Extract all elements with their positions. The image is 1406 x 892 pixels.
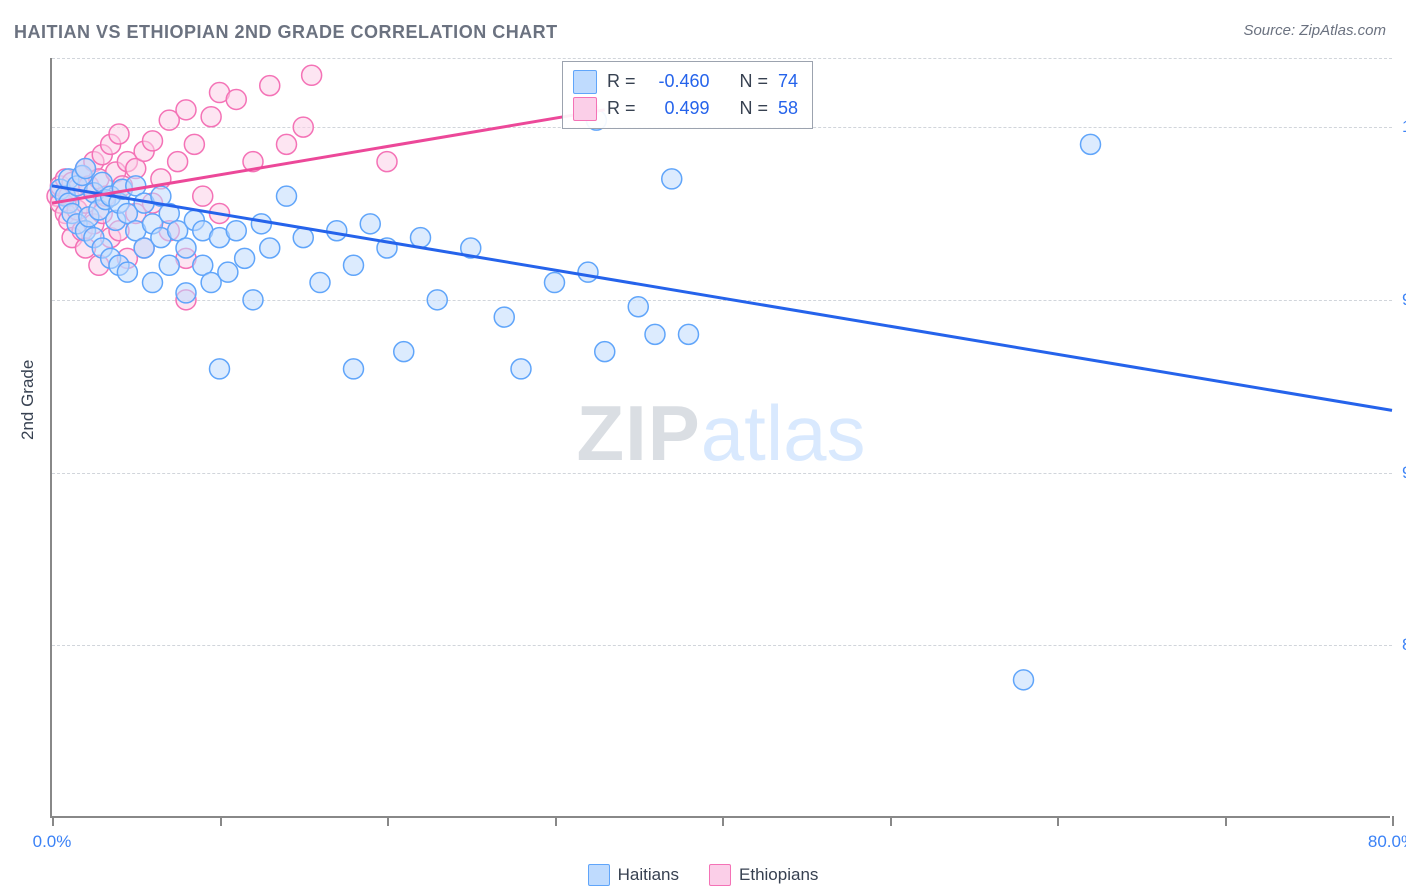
data-point-haitians [176, 238, 196, 258]
plot-area: 85.0%90.0%95.0%100.0% ZIPatlas R = -0.46… [50, 58, 1390, 818]
data-point-ethiopians [193, 186, 213, 206]
x-tick [722, 816, 724, 826]
data-point-haitians [595, 342, 615, 362]
data-point-haitians [117, 262, 137, 282]
data-point-haitians [427, 290, 447, 310]
data-point-haitians [143, 273, 163, 293]
data-point-ethiopians [143, 131, 163, 151]
legend-label-ethiopians: Ethiopians [739, 865, 818, 885]
n-label: N = [740, 68, 769, 95]
legend-label-haitians: Haitians [618, 865, 679, 885]
data-point-haitians [578, 262, 598, 282]
data-point-haitians [645, 324, 665, 344]
data-point-haitians [218, 262, 238, 282]
correlation-row-haitians: R = -0.460 N = 74 [573, 68, 798, 95]
data-point-haitians [235, 248, 255, 268]
n-label: N = [740, 95, 769, 122]
data-point-haitians [159, 255, 179, 275]
data-point-ethiopians [168, 152, 188, 172]
data-point-haitians [243, 290, 263, 310]
data-point-ethiopians [201, 107, 221, 127]
x-tick [890, 816, 892, 826]
correlation-legend-box: R = -0.460 N = 74 R = 0.499 N = 58 [562, 61, 813, 129]
n-value-ethiopians: 58 [778, 95, 798, 122]
data-point-ethiopians [260, 76, 280, 96]
data-point-haitians [1081, 134, 1101, 154]
x-tick-label: 80.0% [1368, 832, 1406, 852]
data-point-haitians [327, 221, 347, 241]
source-attribution: Source: ZipAtlas.com [1243, 22, 1386, 39]
r-label: R = [607, 68, 636, 95]
data-point-haitians [76, 159, 96, 179]
x-tick-label: 0.0% [33, 832, 72, 852]
swatch-ethiopians-icon [709, 864, 731, 886]
y-axis-label: 2nd Grade [18, 360, 38, 440]
r-value-ethiopians: 0.499 [646, 95, 710, 122]
x-tick [220, 816, 222, 826]
data-point-haitians [344, 255, 364, 275]
data-point-ethiopians [226, 89, 246, 109]
scatter-svg [52, 58, 1390, 816]
data-point-haitians [176, 283, 196, 303]
n-value-haitians: 74 [778, 68, 798, 95]
x-tick [1225, 816, 1227, 826]
data-point-haitians [210, 359, 230, 379]
chart-title: HAITIAN VS ETHIOPIAN 2ND GRADE CORRELATI… [14, 22, 558, 43]
legend-item-haitians: Haitians [588, 864, 679, 886]
data-point-haitians [679, 324, 699, 344]
data-point-ethiopians [293, 117, 313, 137]
swatch-haitians-icon [573, 70, 597, 94]
data-point-haitians [344, 359, 364, 379]
y-tick-label: 85.0% [1392, 635, 1406, 655]
y-tick-label: 90.0% [1392, 463, 1406, 483]
data-point-haitians [411, 228, 431, 248]
r-label: R = [607, 95, 636, 122]
data-point-ethiopians [184, 134, 204, 154]
x-tick [1392, 816, 1394, 826]
data-point-haitians [511, 359, 531, 379]
data-point-haitians [394, 342, 414, 362]
y-tick-label: 100.0% [1392, 117, 1406, 137]
data-point-haitians [226, 221, 246, 241]
x-tick [555, 816, 557, 826]
legend-item-ethiopians: Ethiopians [709, 864, 818, 886]
x-tick [52, 816, 54, 826]
data-point-haitians [1014, 670, 1034, 690]
data-point-haitians [360, 214, 380, 234]
data-point-haitians [494, 307, 514, 327]
r-value-haitians: -0.460 [646, 68, 710, 95]
data-point-ethiopians [377, 152, 397, 172]
swatch-haitians-icon [588, 864, 610, 886]
data-point-haitians [628, 297, 648, 317]
data-point-haitians [545, 273, 565, 293]
bottom-legend: Haitians Ethiopians [0, 864, 1406, 886]
data-point-haitians [310, 273, 330, 293]
chart-container: HAITIAN VS ETHIOPIAN 2ND GRADE CORRELATI… [0, 0, 1406, 892]
data-point-ethiopians [176, 100, 196, 120]
data-point-haitians [260, 238, 280, 258]
data-point-ethiopians [277, 134, 297, 154]
x-tick [1057, 816, 1059, 826]
correlation-row-ethiopians: R = 0.499 N = 58 [573, 95, 798, 122]
data-point-ethiopians [302, 65, 322, 85]
data-point-haitians [293, 228, 313, 248]
swatch-ethiopians-icon [573, 97, 597, 121]
y-tick-label: 95.0% [1392, 290, 1406, 310]
x-tick [387, 816, 389, 826]
data-point-ethiopians [109, 124, 129, 144]
data-point-haitians [277, 186, 297, 206]
data-point-haitians [662, 169, 682, 189]
data-point-haitians [251, 214, 271, 234]
